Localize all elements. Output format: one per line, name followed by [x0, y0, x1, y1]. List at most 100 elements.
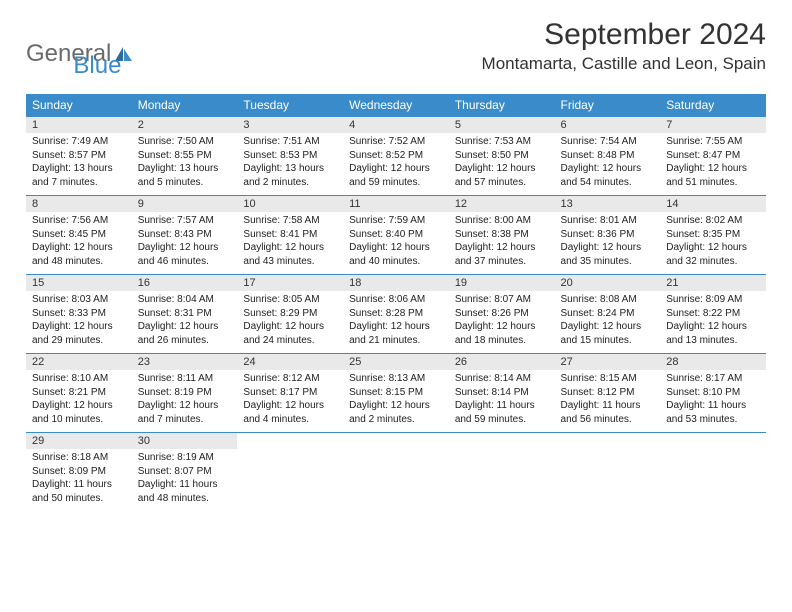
day-line-d2: and 46 minutes.	[138, 255, 232, 269]
day-line-d2: and 54 minutes.	[561, 176, 655, 190]
day-line-d1: Daylight: 12 hours	[666, 162, 760, 176]
day-content: Sunrise: 8:10 AMSunset: 8:21 PMDaylight:…	[26, 370, 132, 432]
title-block: September 2024 Montamarta, Castille and …	[482, 18, 766, 74]
day-number: 6	[555, 117, 661, 133]
day-line-sr: Sunrise: 8:03 AM	[32, 293, 126, 307]
day-line-ss: Sunset: 8:19 PM	[138, 386, 232, 400]
day-content: Sunrise: 8:15 AMSunset: 8:12 PMDaylight:…	[555, 370, 661, 432]
day-number: 8	[26, 196, 132, 212]
calendar-day-cell: 1Sunrise: 7:49 AMSunset: 8:57 PMDaylight…	[26, 117, 132, 196]
calendar-week-row: 22Sunrise: 8:10 AMSunset: 8:21 PMDayligh…	[26, 354, 766, 433]
day-line-d1: Daylight: 13 hours	[243, 162, 337, 176]
weekday-header: Wednesday	[343, 94, 449, 117]
day-line-ss: Sunset: 8:21 PM	[32, 386, 126, 400]
day-line-d1: Daylight: 13 hours	[32, 162, 126, 176]
day-line-sr: Sunrise: 8:14 AM	[455, 372, 549, 386]
calendar-day-cell: 27Sunrise: 8:15 AMSunset: 8:12 PMDayligh…	[555, 354, 661, 433]
day-line-ss: Sunset: 8:15 PM	[349, 386, 443, 400]
calendar-day-cell: 2Sunrise: 7:50 AMSunset: 8:55 PMDaylight…	[132, 117, 238, 196]
calendar-day-cell: 30Sunrise: 8:19 AMSunset: 8:07 PMDayligh…	[132, 433, 238, 512]
calendar-day-cell: 3Sunrise: 7:51 AMSunset: 8:53 PMDaylight…	[237, 117, 343, 196]
day-line-d2: and 59 minutes.	[455, 413, 549, 427]
day-line-ss: Sunset: 8:45 PM	[32, 228, 126, 242]
calendar-day-cell: 16Sunrise: 8:04 AMSunset: 8:31 PMDayligh…	[132, 275, 238, 354]
day-line-sr: Sunrise: 8:17 AM	[666, 372, 760, 386]
day-number: 2	[132, 117, 238, 133]
day-content: Sunrise: 8:02 AMSunset: 8:35 PMDaylight:…	[660, 212, 766, 274]
calendar-day-cell: 17Sunrise: 8:05 AMSunset: 8:29 PMDayligh…	[237, 275, 343, 354]
day-line-d1: Daylight: 11 hours	[455, 399, 549, 413]
day-line-sr: Sunrise: 8:07 AM	[455, 293, 549, 307]
day-line-d1: Daylight: 11 hours	[32, 478, 126, 492]
day-line-d2: and 35 minutes.	[561, 255, 655, 269]
day-content: Sunrise: 8:06 AMSunset: 8:28 PMDaylight:…	[343, 291, 449, 353]
day-line-sr: Sunrise: 8:08 AM	[561, 293, 655, 307]
day-line-ss: Sunset: 8:26 PM	[455, 307, 549, 321]
day-line-d1: Daylight: 12 hours	[138, 320, 232, 334]
calendar-day-cell: 7Sunrise: 7:55 AMSunset: 8:47 PMDaylight…	[660, 117, 766, 196]
calendar-day-cell: 24Sunrise: 8:12 AMSunset: 8:17 PMDayligh…	[237, 354, 343, 433]
day-line-d2: and 53 minutes.	[666, 413, 760, 427]
day-line-ss: Sunset: 8:53 PM	[243, 149, 337, 163]
weekday-header: Monday	[132, 94, 238, 117]
day-content: Sunrise: 8:09 AMSunset: 8:22 PMDaylight:…	[660, 291, 766, 353]
day-line-sr: Sunrise: 8:01 AM	[561, 214, 655, 228]
day-line-ss: Sunset: 8:43 PM	[138, 228, 232, 242]
calendar-day-cell: 20Sunrise: 8:08 AMSunset: 8:24 PMDayligh…	[555, 275, 661, 354]
day-line-sr: Sunrise: 7:50 AM	[138, 135, 232, 149]
day-line-ss: Sunset: 8:33 PM	[32, 307, 126, 321]
day-line-d1: Daylight: 12 hours	[32, 241, 126, 255]
day-line-d1: Daylight: 12 hours	[349, 241, 443, 255]
day-line-ss: Sunset: 8:38 PM	[455, 228, 549, 242]
day-line-d2: and 7 minutes.	[138, 413, 232, 427]
calendar-day-cell: 22Sunrise: 8:10 AMSunset: 8:21 PMDayligh…	[26, 354, 132, 433]
day-line-d1: Daylight: 12 hours	[243, 399, 337, 413]
day-line-sr: Sunrise: 8:09 AM	[666, 293, 760, 307]
calendar-day-cell: 19Sunrise: 8:07 AMSunset: 8:26 PMDayligh…	[449, 275, 555, 354]
day-number: 21	[660, 275, 766, 291]
day-line-sr: Sunrise: 8:19 AM	[138, 451, 232, 465]
calendar-day-cell: 9Sunrise: 7:57 AMSunset: 8:43 PMDaylight…	[132, 196, 238, 275]
day-line-ss: Sunset: 8:52 PM	[349, 149, 443, 163]
day-line-d2: and 21 minutes.	[349, 334, 443, 348]
day-line-sr: Sunrise: 7:53 AM	[455, 135, 549, 149]
day-line-d1: Daylight: 12 hours	[455, 241, 549, 255]
day-content: Sunrise: 7:59 AMSunset: 8:40 PMDaylight:…	[343, 212, 449, 274]
day-line-ss: Sunset: 8:40 PM	[349, 228, 443, 242]
day-line-ss: Sunset: 8:35 PM	[666, 228, 760, 242]
day-line-sr: Sunrise: 7:52 AM	[349, 135, 443, 149]
calendar-week-row: 29Sunrise: 8:18 AMSunset: 8:09 PMDayligh…	[26, 433, 766, 512]
calendar-day-cell: 13Sunrise: 8:01 AMSunset: 8:36 PMDayligh…	[555, 196, 661, 275]
day-line-d2: and 2 minutes.	[349, 413, 443, 427]
weekday-header: Sunday	[26, 94, 132, 117]
day-line-sr: Sunrise: 8:18 AM	[32, 451, 126, 465]
day-number: 29	[26, 433, 132, 449]
day-content: Sunrise: 8:19 AMSunset: 8:07 PMDaylight:…	[132, 449, 238, 511]
calendar-week-row: 1Sunrise: 7:49 AMSunset: 8:57 PMDaylight…	[26, 117, 766, 196]
calendar-day-cell: 28Sunrise: 8:17 AMSunset: 8:10 PMDayligh…	[660, 354, 766, 433]
day-line-d1: Daylight: 12 hours	[243, 241, 337, 255]
day-number: 3	[237, 117, 343, 133]
day-line-d1: Daylight: 12 hours	[561, 241, 655, 255]
header: General Blue September 2024 Montamarta, …	[26, 18, 766, 80]
day-number: 30	[132, 433, 238, 449]
day-line-d1: Daylight: 12 hours	[32, 399, 126, 413]
day-line-ss: Sunset: 8:17 PM	[243, 386, 337, 400]
calendar-day-cell: 6Sunrise: 7:54 AMSunset: 8:48 PMDaylight…	[555, 117, 661, 196]
day-line-sr: Sunrise: 8:06 AM	[349, 293, 443, 307]
day-line-d1: Daylight: 12 hours	[138, 399, 232, 413]
day-line-d1: Daylight: 12 hours	[138, 241, 232, 255]
day-line-d2: and 59 minutes.	[349, 176, 443, 190]
day-content: Sunrise: 8:03 AMSunset: 8:33 PMDaylight:…	[26, 291, 132, 353]
day-line-sr: Sunrise: 8:02 AM	[666, 214, 760, 228]
day-line-d2: and 48 minutes.	[32, 255, 126, 269]
day-number: 14	[660, 196, 766, 212]
day-line-d2: and 57 minutes.	[455, 176, 549, 190]
calendar-week-row: 8Sunrise: 7:56 AMSunset: 8:45 PMDaylight…	[26, 196, 766, 275]
day-line-sr: Sunrise: 8:15 AM	[561, 372, 655, 386]
calendar-day-cell: 29Sunrise: 8:18 AMSunset: 8:09 PMDayligh…	[26, 433, 132, 512]
day-line-d1: Daylight: 11 hours	[138, 478, 232, 492]
day-line-d2: and 56 minutes.	[561, 413, 655, 427]
day-line-sr: Sunrise: 8:10 AM	[32, 372, 126, 386]
day-line-ss: Sunset: 8:47 PM	[666, 149, 760, 163]
